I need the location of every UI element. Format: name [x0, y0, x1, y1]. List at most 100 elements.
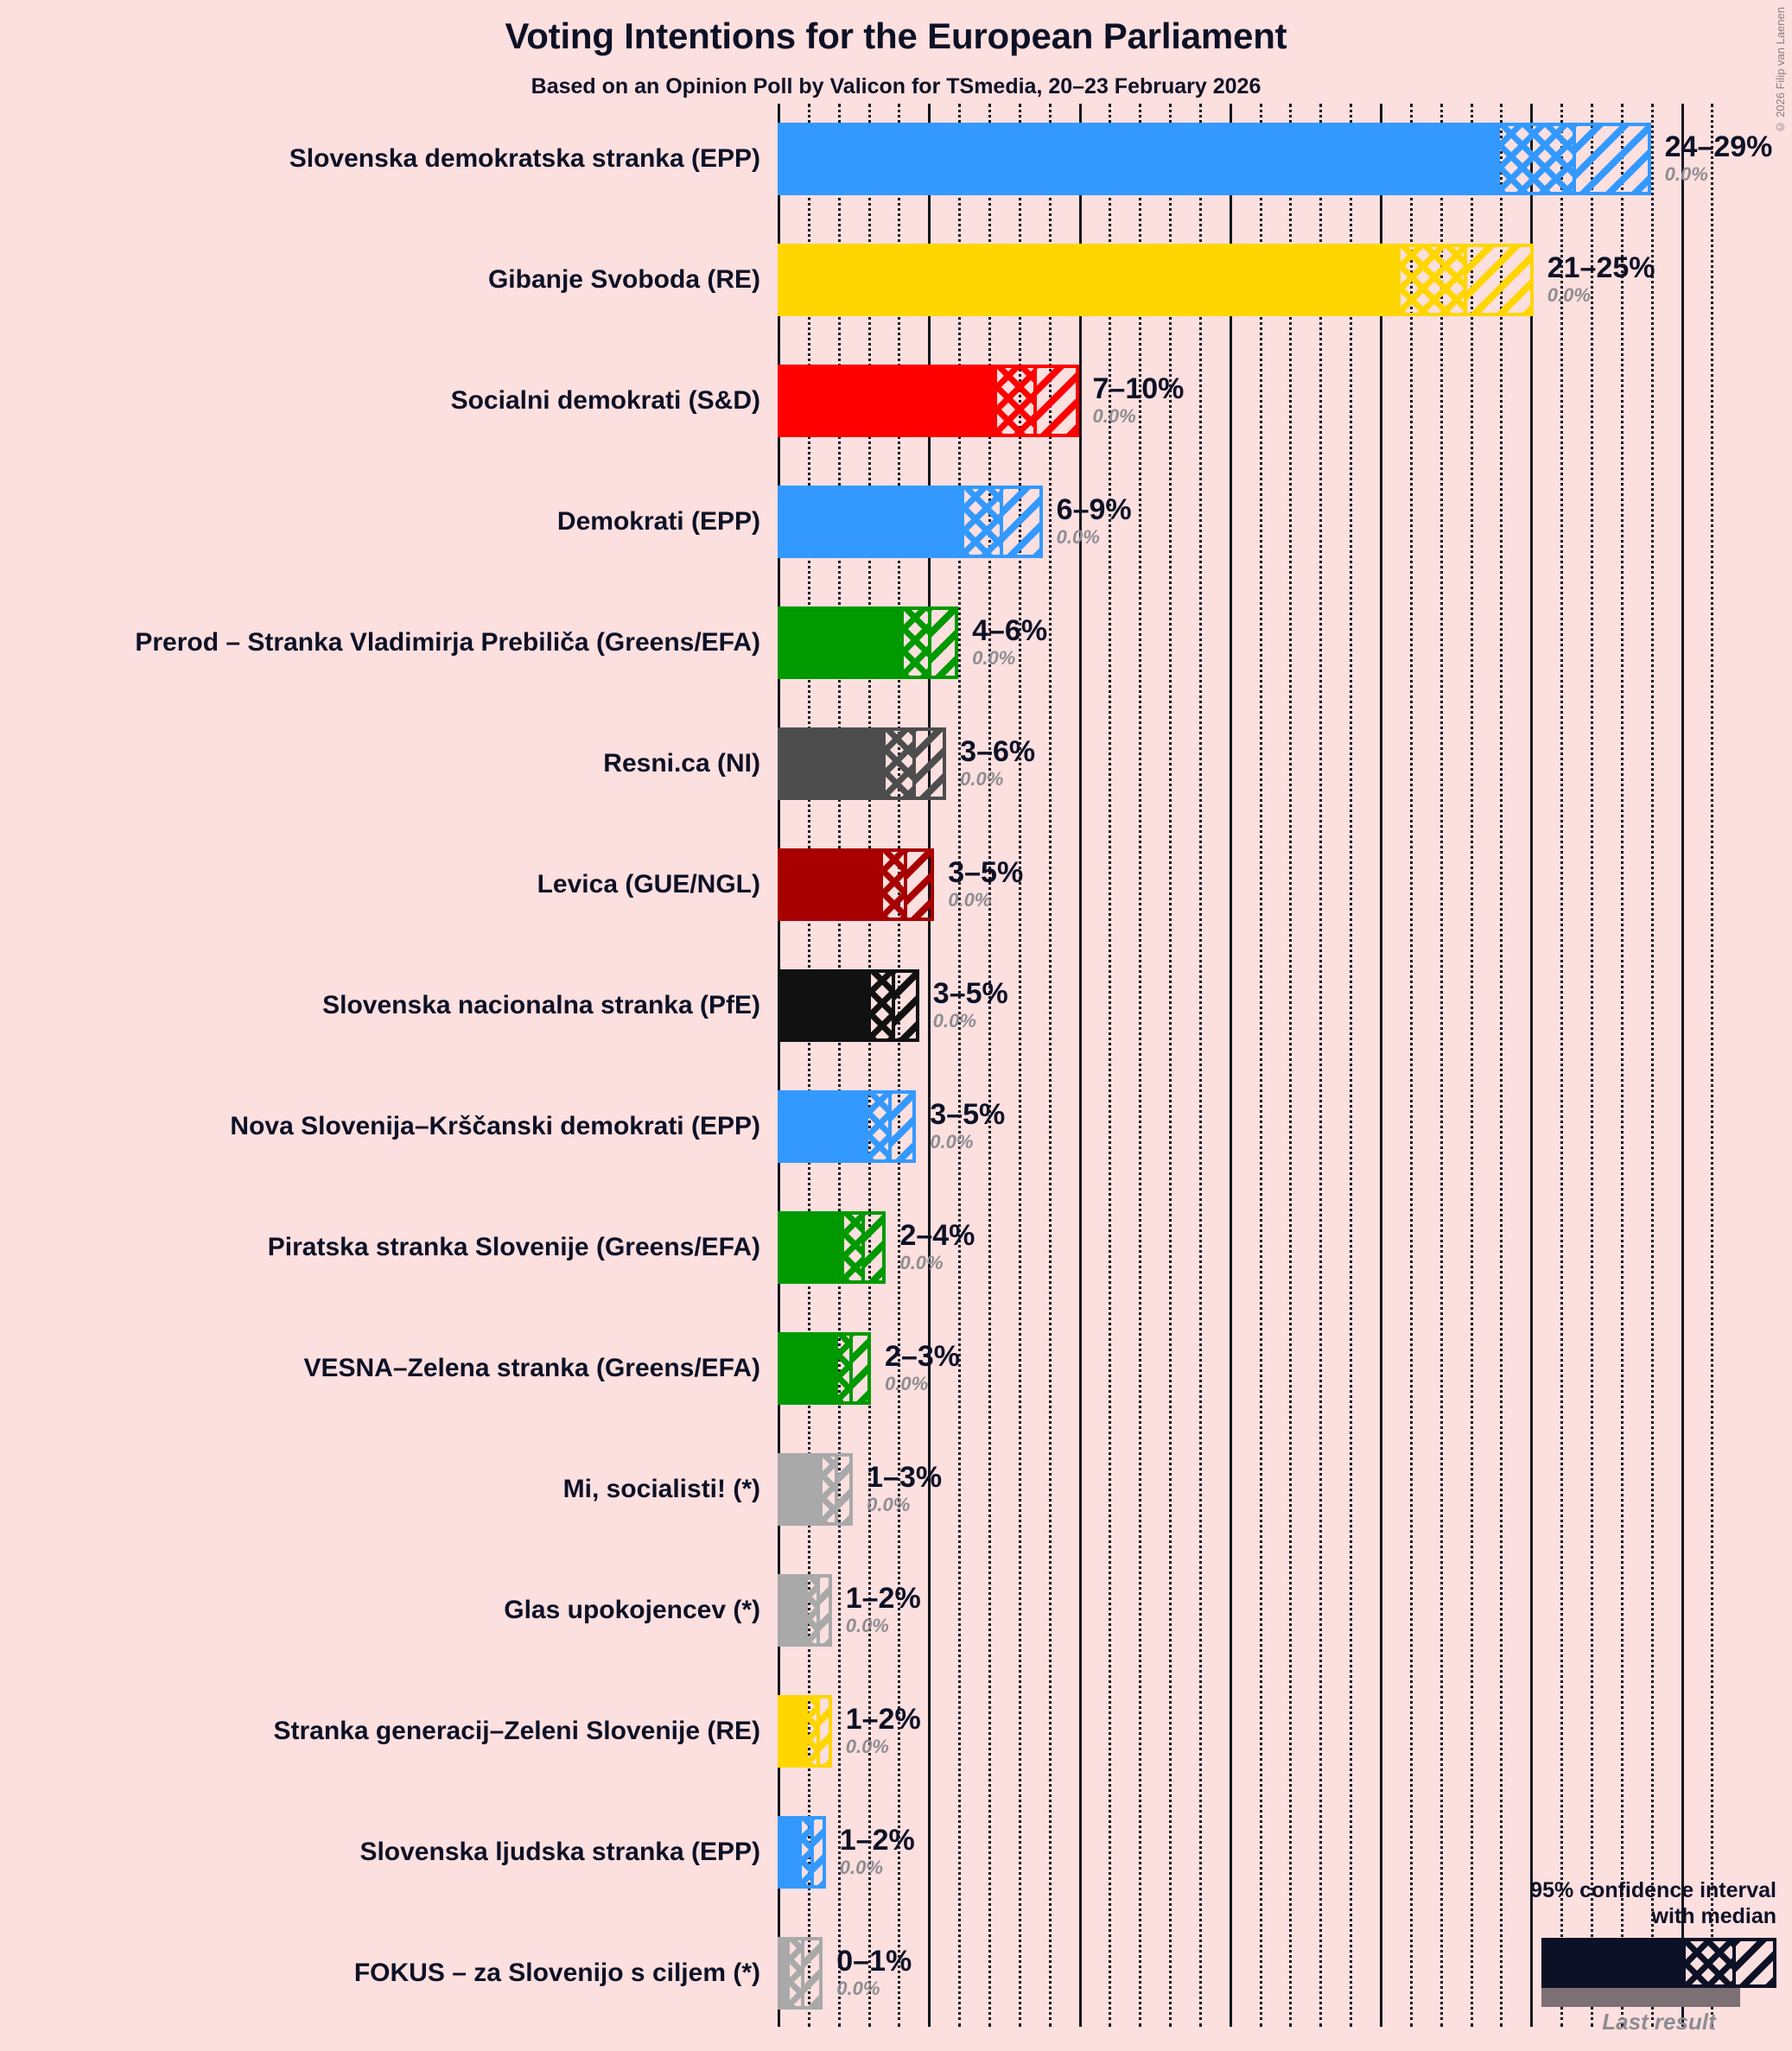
legend-ci-bar [1541, 1938, 1776, 1988]
gridline-major [1380, 104, 1382, 2027]
last-result-value: 0.0% [839, 1856, 883, 1878]
bar-segment-crosshatch [867, 1090, 893, 1163]
bar-row: FOKUS – za Slovenijo s ciljem (*) 0–1% 0.0… [0, 1937, 1792, 2010]
bar-segment-diagonal [837, 1453, 854, 1526]
bar-row: Nova Slovenija–Krščanski demokrati (EPP)… [0, 1090, 1792, 1163]
gridline-minor [837, 104, 841, 2027]
last-result-value: 0.0% [1664, 162, 1708, 185]
bar-segment-diagonal [894, 969, 919, 1042]
gridline-minor [1711, 104, 1714, 2027]
party-label: Slovenska ljudska stranka (EPP) [359, 1838, 760, 1866]
bar-segment-solid [778, 848, 883, 921]
bar-segment-diagonal [906, 848, 935, 921]
gridline-minor [1470, 104, 1473, 2027]
party-bar [778, 1816, 826, 1889]
gridline-minor [1650, 104, 1654, 2027]
legend-title-line1: 95% confidence interval [1530, 1878, 1776, 1902]
value-block: 6–9% 0.0% [1043, 486, 1132, 558]
bar-row: Gibanje Svoboda (RE) 21–25% 0.0% [0, 244, 1792, 316]
value-block: 0–1% 0.0% [823, 1937, 912, 2010]
gridline-minor [1500, 104, 1503, 2027]
bar-segment-diagonal [931, 606, 959, 679]
bar-outline [778, 486, 1043, 558]
value-block: 1–3% 0.0% [853, 1453, 942, 1526]
gridlines [778, 104, 1792, 2027]
gridline-major [1229, 104, 1232, 2027]
gridline-major [928, 104, 931, 2027]
last-result-value: 0.0% [932, 1009, 976, 1032]
bar-row: Piratska stranka Slovenije (Greens/EFA) 2… [0, 1211, 1792, 1284]
party-bar [778, 486, 1043, 558]
party-label: Levica (GUE/NGL) [537, 870, 760, 899]
bar-segment-crosshatch [807, 1695, 820, 1768]
gridline-minor [1198, 104, 1202, 2027]
party-label: Demokrati (EPP) [556, 507, 760, 536]
ci-range-label: 2–3% [885, 1339, 960, 1373]
gridline-minor [1048, 104, 1052, 2027]
last-result-value: 0.0% [972, 646, 1016, 669]
bar-outline [778, 1937, 823, 2010]
party-bar [778, 1574, 832, 1647]
bar-segment-solid [778, 1211, 844, 1284]
last-result-value: 0.0% [960, 767, 1004, 790]
ci-range-label: 3–5% [948, 855, 1024, 889]
gridline-minor [1409, 104, 1413, 2027]
ci-range-label: 21–25% [1547, 251, 1655, 284]
page-subtitle: Based on an Opinion Poll by Valicon for … [531, 74, 1261, 98]
bar-outline [778, 1695, 832, 1768]
last-result-value: 0.0% [867, 1493, 911, 1515]
bar-segment-solid [778, 244, 1401, 316]
bar-outline [778, 123, 1651, 195]
bar-row: Mi, socialisti! (*) 1–3% 0.0% [0, 1453, 1792, 1526]
value-block: 3–5% 0.0% [934, 848, 1023, 921]
ci-range-label: 3–5% [932, 976, 1008, 1010]
value-block: 21–25% 0.0% [1534, 244, 1655, 316]
value-block: 1–2% 0.0% [826, 1816, 915, 1889]
bar-segment-solid [778, 1090, 868, 1163]
bar-outline [778, 848, 935, 921]
bar-segment-diagonal [804, 1937, 823, 2010]
bar-outline [778, 606, 959, 679]
bar-outline [778, 1332, 872, 1405]
legend-last-result-label: Last result [1602, 2009, 1716, 2035]
bar-outline [778, 1211, 886, 1284]
bar-row: Slovenska nacionalna stranka (PfE) 3–5% 0.… [0, 969, 1792, 1042]
bar-row: Socialni demokrati (S&D) 7–10% 0.0% [0, 365, 1792, 437]
last-result-value: 0.0% [836, 1977, 880, 1999]
last-result-value: 0.0% [1092, 404, 1136, 427]
party-bar [778, 123, 1651, 195]
bar-segment-crosshatch [807, 1574, 820, 1647]
bar-segment-solid [778, 1453, 823, 1526]
bar-segment-solid [778, 606, 905, 679]
last-result-value: 0.0% [885, 1372, 929, 1394]
value-block: 2–3% 0.0% [871, 1332, 960, 1405]
bar-segment-crosshatch [843, 1211, 866, 1284]
bar-segment-solid [778, 1816, 802, 1889]
gridline-minor [1620, 104, 1624, 2027]
gridline-minor [988, 104, 991, 2027]
gridline-minor [1169, 104, 1172, 2027]
chart-legend: 95% confidence interval with median Last… [1439, 1878, 1776, 2035]
party-label: Nova Slovenija–Krščanski demokrati (EPP) [230, 1112, 760, 1140]
bar-segment-crosshatch [823, 1453, 838, 1526]
value-block: 3–6% 0.0% [946, 727, 1035, 800]
party-label: Gibanje Svoboda (RE) [487, 265, 760, 294]
party-bar [778, 606, 959, 679]
bar-segment-diagonal [853, 1332, 872, 1405]
party-bar [778, 1211, 886, 1284]
party-label: Slovenska nacionalna stranka (PfE) [322, 991, 760, 1019]
party-label: Slovenska demokratska stranka (EPP) [289, 144, 760, 173]
gridline-minor [1319, 104, 1323, 2027]
gridline-major [1681, 104, 1684, 2027]
party-bar [778, 1332, 872, 1405]
gridline-minor [1139, 104, 1142, 2027]
ci-range-label: 3–5% [930, 1097, 1006, 1131]
last-result-value: 0.0% [845, 1614, 889, 1636]
bar-segment-diagonal [1036, 365, 1079, 437]
party-bar [778, 727, 947, 800]
bar-outline [778, 1816, 826, 1889]
party-bar [778, 969, 919, 1042]
gridline-minor [898, 104, 901, 2027]
bar-segment-crosshatch [882, 848, 907, 921]
